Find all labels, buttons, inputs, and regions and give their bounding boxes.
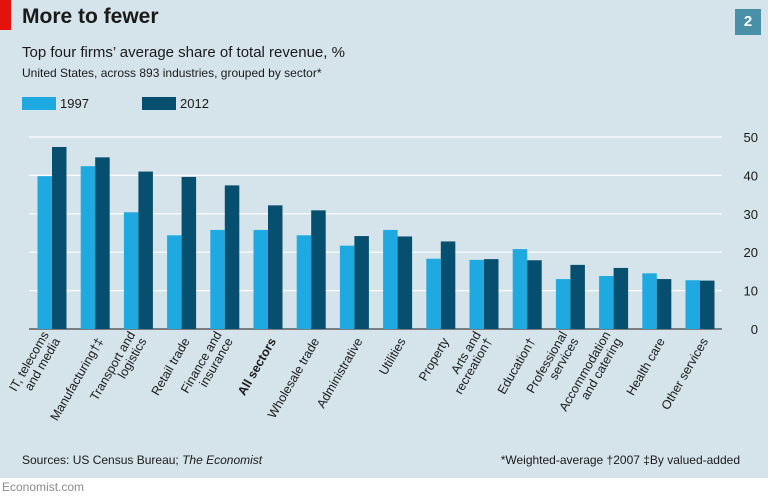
source-publication: The Economist [182, 453, 263, 467]
bar-1997 [426, 258, 441, 329]
x-category-label: Administrative [314, 335, 365, 410]
x-category-label: Health care [624, 335, 668, 397]
y-tick-label: 0 [751, 322, 758, 337]
bar-1997 [296, 235, 312, 329]
accent-tag [0, 0, 11, 30]
y-tick-label: 10 [744, 284, 758, 299]
y-axis-tick-labels: 0 10 20 30 40 50 [744, 130, 758, 337]
footnotes: *Weighted-average †2007 ‡By valued-added [500, 453, 740, 467]
legend-swatch-1997 [22, 97, 56, 110]
chart-subtitle: Top four firms’ average share of total r… [22, 44, 345, 61]
y-tick-label: 30 [744, 207, 758, 222]
bar-1997 [469, 259, 484, 329]
bar-1997 [123, 212, 139, 329]
y-tick-label: 40 [744, 168, 758, 183]
y-tick-label: 20 [744, 245, 758, 260]
bar-2012 [440, 241, 456, 329]
bar-1997 [37, 176, 52, 329]
x-category-label: Property [416, 335, 452, 384]
chart-subtitle-detail: United States, across 893 industries, gr… [22, 66, 322, 80]
bar-2012 [613, 267, 629, 329]
source-prefix: Sources: US Census Bureau; [22, 453, 183, 467]
bar-2012 [484, 259, 499, 329]
legend-label-2012: 2012 [180, 96, 209, 111]
bar-2012 [181, 176, 197, 329]
bar-1997 [642, 273, 657, 329]
bar-2012 [354, 236, 369, 329]
x-category-label: All sectors [235, 335, 279, 397]
source-note: Sources: US Census Bureau; The Economist [22, 453, 262, 467]
legend-swatch-2012 [142, 97, 176, 110]
bar-1997 [383, 229, 398, 329]
bar-2012 [570, 264, 585, 329]
legend-label-1997: 1997 [60, 96, 89, 111]
y-tick-label: 50 [744, 130, 758, 145]
x-category-label: Other services [659, 336, 711, 413]
bar-2012 [397, 236, 413, 329]
bar-1997 [555, 279, 571, 329]
bar-1997 [512, 249, 528, 329]
bar-1997 [339, 245, 355, 329]
bar-2012 [138, 171, 153, 329]
bar-2012 [95, 157, 110, 329]
footer-bar: Economist.com [0, 478, 768, 497]
bar-1997 [685, 280, 700, 329]
bar-1997 [253, 229, 268, 329]
x-category-label: IT, telecomsand media [6, 329, 63, 400]
bar-chart: 0 10 20 30 40 50 IT, telecomsand mediaManufac… [6, 130, 758, 423]
x-category-label: Utilities [376, 336, 408, 378]
bar-2012 [311, 210, 326, 329]
bar-2012 [52, 146, 67, 329]
footer-brand: Economist.com [2, 480, 85, 494]
bar-1997 [167, 235, 182, 329]
x-category-label: Arts andrecreation† [440, 329, 495, 397]
bar-1997 [210, 229, 225, 329]
bar-2012 [656, 279, 672, 329]
chart-number-badge: 2 [735, 9, 761, 35]
bar-2012 [224, 185, 240, 329]
chart-panel: More to fewer 2 Top four firms’ average … [0, 0, 768, 478]
x-axis-category-labels: IT, telecomsand mediaManufacturing†‡Tran… [6, 329, 711, 423]
bar-2012 [268, 205, 283, 329]
bar-2012 [700, 280, 715, 329]
bar-2012 [527, 260, 542, 329]
bar-1997 [80, 166, 96, 329]
bar-1997 [599, 276, 614, 329]
bars [37, 146, 715, 329]
chart-title: More to fewer [22, 5, 159, 28]
